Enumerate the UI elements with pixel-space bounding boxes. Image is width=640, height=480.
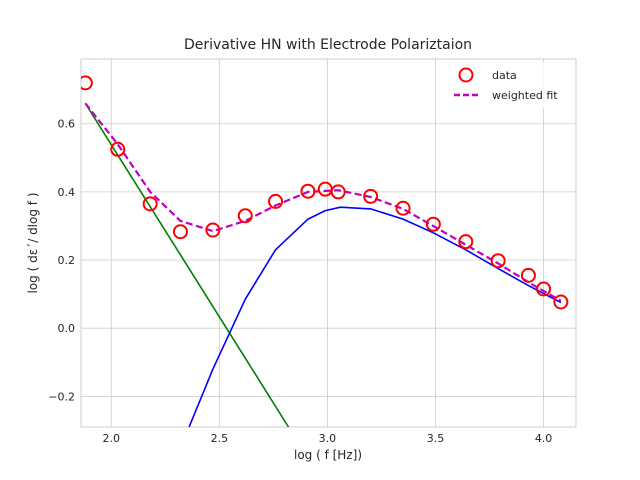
data-point	[142, 196, 158, 212]
data-markers	[81, 75, 569, 310]
data-point	[110, 141, 126, 157]
legend-box	[444, 62, 572, 108]
data-point	[330, 184, 346, 200]
data-point	[425, 216, 441, 232]
data-point	[172, 224, 188, 240]
tick-labels: 2.0 2.5 3.0 3.5 4.0 −0.2 0.0 0.2 0.4 0.6	[48, 118, 552, 445]
x-tick-label: 3.0	[319, 432, 337, 445]
data-point	[237, 208, 253, 224]
x-tick-label: 3.5	[427, 432, 445, 445]
y-tick-label: 0.4	[58, 186, 76, 199]
y-tick-label: 0.2	[58, 254, 76, 267]
data-point	[205, 222, 221, 238]
weighted-fit-line	[84, 102, 562, 302]
data-point	[395, 200, 411, 216]
y-tick-label: 0.6	[58, 118, 76, 131]
plot-area-frame	[80, 58, 577, 428]
green-line	[84, 102, 290, 427]
data-point	[268, 193, 284, 209]
legend-marker-data	[458, 67, 474, 83]
x-tick-label: 4.0	[535, 432, 553, 445]
legend-label-weighted-fit: weighted fit	[492, 89, 558, 102]
data-point	[490, 253, 506, 269]
legend: data weighted fit	[444, 62, 572, 108]
series-layer	[81, 75, 569, 427]
chart-title: Derivative HN with Electrode Polariztaio…	[184, 37, 472, 53]
data-point	[81, 75, 93, 91]
y-tick-label: −0.2	[48, 390, 75, 403]
data-point	[300, 183, 316, 199]
data-point	[520, 267, 536, 283]
y-axis-label: log ( dε΄/ dlog f )	[26, 192, 40, 293]
data-point	[363, 188, 379, 204]
x-tick-label: 2.5	[211, 432, 229, 445]
data-point	[536, 281, 552, 297]
legend-label-data: data	[492, 69, 517, 82]
data-point	[553, 294, 569, 310]
data-point	[458, 234, 474, 250]
y-tick-label: 0.0	[58, 322, 76, 335]
grid	[81, 59, 576, 427]
x-axis-label: log ( f [Hz])	[294, 448, 362, 462]
x-tick-label: 2.0	[103, 432, 121, 445]
